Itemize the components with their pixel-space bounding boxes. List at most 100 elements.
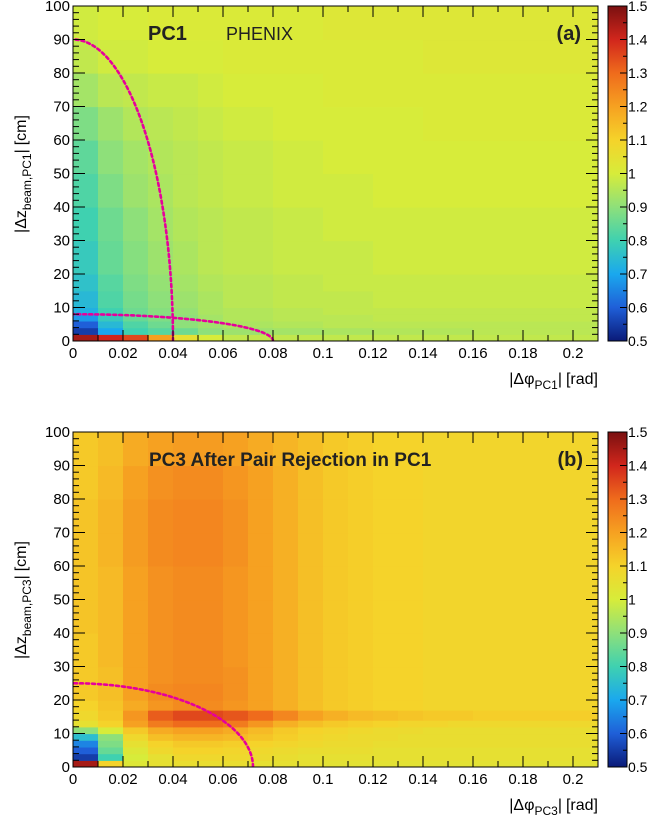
heatmap-cell [573, 532, 598, 567]
heatmap-cell [123, 566, 149, 601]
heatmap-cell [423, 274, 474, 292]
heatmap-cell [198, 666, 224, 684]
heatmap-cell [323, 683, 349, 701]
heatmap-cell [573, 290, 598, 309]
heatmap-cell [323, 173, 374, 208]
heatmap-cell [373, 327, 424, 335]
heatmap-cell [248, 599, 274, 634]
heatmap-cell [498, 666, 524, 684]
heatmap-cell [173, 753, 199, 761]
heatmap-cell [373, 753, 399, 761]
heatmap-cell [173, 532, 199, 567]
colorbar-tick-label: 0.7 [628, 692, 648, 708]
heatmap-cell [223, 566, 249, 601]
heatmap-cell [223, 499, 249, 534]
heatmap-cell [173, 760, 199, 767]
y-tick-label: 100 [45, 0, 70, 15]
heatmap-cell [73, 207, 99, 242]
heatmap-cell [198, 73, 224, 108]
heatmap-cell [73, 733, 99, 741]
heatmap-cell [73, 532, 99, 567]
heatmap-cell [348, 710, 374, 721]
heatmap-cell [423, 73, 474, 108]
y-tick-label: 80 [53, 65, 70, 82]
heatmap-cell [523, 106, 574, 141]
heatmap-cell [348, 532, 374, 567]
heatmap-cell [373, 746, 399, 755]
y-axis-label-a-unit: [cm] [13, 115, 30, 145]
heatmap-cell [223, 733, 249, 741]
heatmap-cell [123, 666, 149, 684]
heatmap-cell [523, 733, 549, 741]
colorbar-tick-label: 1 [628, 166, 636, 182]
heatmap-cell [323, 710, 349, 721]
heatmap-cell [323, 726, 349, 735]
heatmap-cell [523, 140, 574, 175]
heatmap-cell [548, 740, 574, 748]
heatmap-cell [173, 274, 199, 292]
heatmap-cell [573, 307, 598, 315]
heatmap-cell [148, 683, 174, 701]
heatmap-cell [148, 39, 174, 74]
heatmap-cell [448, 733, 474, 741]
heatmap-cell [348, 753, 374, 761]
heatmap-cell [448, 666, 474, 684]
heatmap-cell [348, 633, 374, 668]
heatmap-cell [498, 733, 524, 741]
heatmap-cell [523, 753, 549, 761]
heatmap-cell [123, 760, 149, 767]
heatmap-cell [548, 720, 574, 728]
heatmap-cell [323, 274, 374, 292]
heatmap-cell [573, 240, 598, 275]
heatmap-cell [198, 6, 224, 41]
heatmap-cell [398, 432, 424, 467]
cut-ellipse-1 [73, 38, 175, 341]
x-tick-labels-b: 0 0.02 0.04 0.06 0.08 0.1 0.12 0.14 0.16 0.18 0.2 [69, 771, 584, 788]
cut-ellipse-1 [73, 681, 255, 767]
heatmap-cell [523, 207, 574, 242]
heatmap-cell [223, 746, 249, 755]
colorbar-tick-label: 1.3 [628, 491, 648, 507]
heatmap-cell [73, 314, 99, 322]
heatmap-cell [548, 753, 574, 761]
x-tick-label: 0.02 [108, 345, 137, 362]
heatmap-cell [473, 746, 499, 755]
heatmap-cell [273, 710, 299, 721]
heatmap-cell [523, 320, 574, 329]
y-tick-label: 90 [53, 458, 70, 475]
heatmap-cell [323, 465, 349, 500]
heatmap-cell [523, 465, 549, 500]
heatmap-cell [323, 753, 349, 761]
heatmap-cell [148, 327, 174, 335]
heatmap-cell [398, 720, 424, 728]
heatmap-cell [473, 733, 499, 741]
heatmap-cell [473, 173, 524, 208]
heatmap-cell [73, 760, 99, 767]
heatmap-cell [98, 532, 124, 567]
heatmap-cell [523, 710, 549, 721]
heatmap-cell [73, 307, 99, 315]
heatmap-cell [198, 106, 224, 141]
heatmap-cell [123, 207, 149, 242]
heatmap-cell [98, 240, 124, 275]
heatmap-cell [498, 532, 524, 567]
heatmap-cell [373, 290, 424, 309]
heatmap-cell [573, 700, 598, 711]
heatmap-cell [473, 666, 499, 684]
heatmap-cell [423, 720, 449, 728]
heatmap-cell [248, 499, 274, 534]
x-axis-label-a-main: |Δφ [509, 371, 534, 388]
heatmap-cell [98, 753, 124, 761]
heatmap-cell [273, 720, 299, 728]
heatmap-cell [223, 633, 249, 668]
heatmap-cell [373, 499, 399, 534]
heatmap-cell [523, 290, 574, 309]
heatmap-cell [473, 499, 499, 534]
heatmap-cell [573, 740, 598, 748]
heatmap-cell [123, 327, 149, 335]
heatmap-cell [323, 106, 374, 141]
heatmap-cell [298, 532, 324, 567]
heatmap-cell [173, 710, 199, 721]
heatmap-cell [98, 633, 124, 668]
heatmap-cell [273, 432, 299, 467]
